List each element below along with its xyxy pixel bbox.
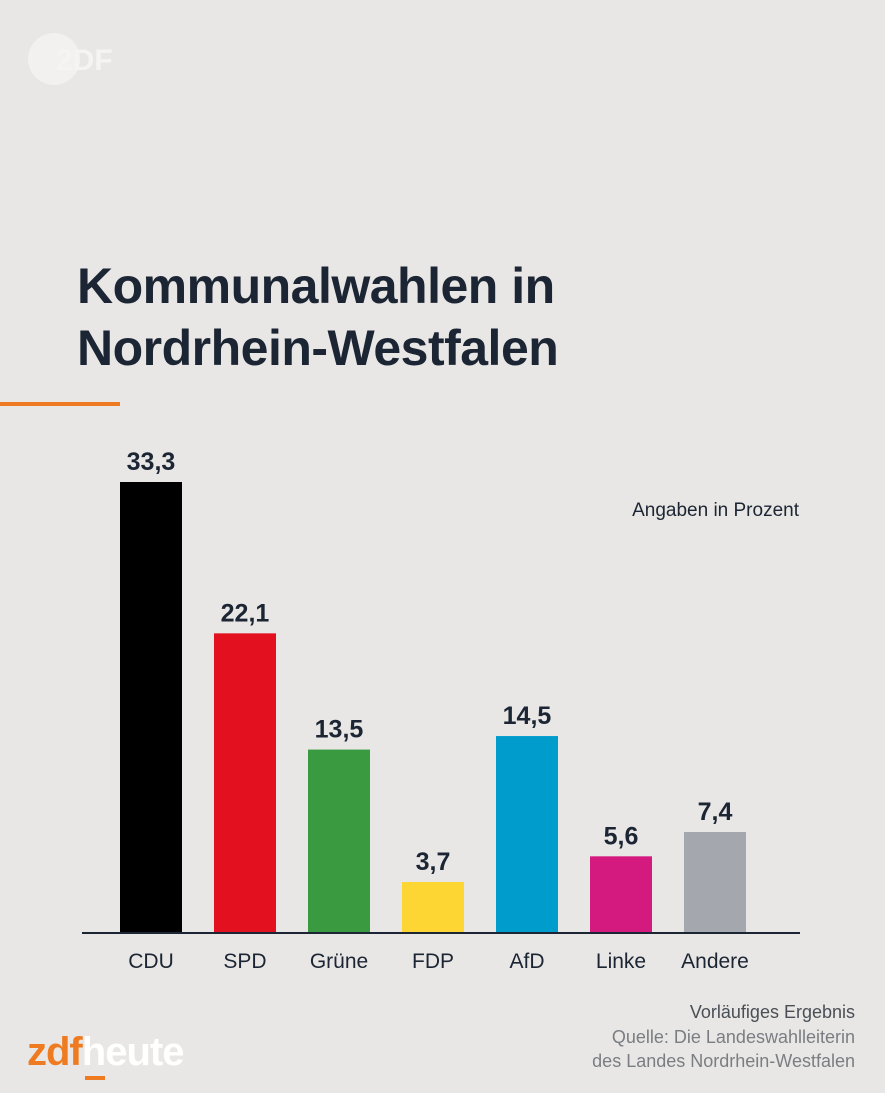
title-line-2: Nordrhein-Westfalen bbox=[77, 320, 559, 376]
zdf-watermark-logo: 2DF bbox=[28, 33, 113, 85]
bar-chart: 33,3 CDU 22,1 SPD 13,5 Grüne 3,7 FDP 14,5 AfD 5,6 L… bbox=[82, 448, 800, 973]
bar-linke bbox=[590, 856, 652, 932]
bar-fdp bbox=[402, 882, 464, 932]
category-label: Andere bbox=[681, 950, 749, 973]
zdfheute-logo: zdfheute bbox=[27, 1030, 184, 1080]
category-label: Grüne bbox=[310, 950, 368, 973]
value-label: 7,4 bbox=[698, 798, 733, 826]
unit-note: Angaben in Prozent bbox=[632, 500, 799, 521]
svg-text:2DF: 2DF bbox=[56, 44, 113, 77]
category-label: FDP bbox=[412, 950, 454, 973]
value-label: 5,6 bbox=[604, 822, 639, 850]
category-label: Linke bbox=[596, 950, 646, 973]
value-label: 14,5 bbox=[503, 702, 552, 730]
logo-heute: heute bbox=[82, 1030, 184, 1080]
source-line-2: des Landes Nordrhein-Westfalen bbox=[592, 1051, 855, 1071]
category-label: AfD bbox=[509, 950, 544, 973]
status-note: Vorläufiges Ergebnis bbox=[689, 1002, 855, 1022]
category-label: SPD bbox=[223, 950, 266, 973]
source-line-1: Quelle: Die Landeswahlleiterin bbox=[611, 1027, 855, 1047]
value-label: 33,3 bbox=[127, 448, 176, 476]
chart-title: Kommunalwahlen in Nordrhein-Westfalen bbox=[77, 255, 559, 379]
bar-andere bbox=[684, 832, 746, 932]
title-line-1: Kommunalwahlen in bbox=[77, 258, 555, 314]
value-label: 22,1 bbox=[221, 599, 270, 627]
value-label: 3,7 bbox=[416, 848, 451, 876]
bar-cdu bbox=[120, 482, 182, 932]
accent-rule bbox=[0, 402, 120, 406]
bar-spd bbox=[214, 633, 276, 932]
logo-zdf: zdf bbox=[27, 1030, 83, 1074]
bar-afd bbox=[496, 736, 558, 932]
bar-grüne bbox=[308, 749, 370, 932]
value-label: 13,5 bbox=[315, 716, 364, 744]
category-label: CDU bbox=[128, 950, 174, 973]
